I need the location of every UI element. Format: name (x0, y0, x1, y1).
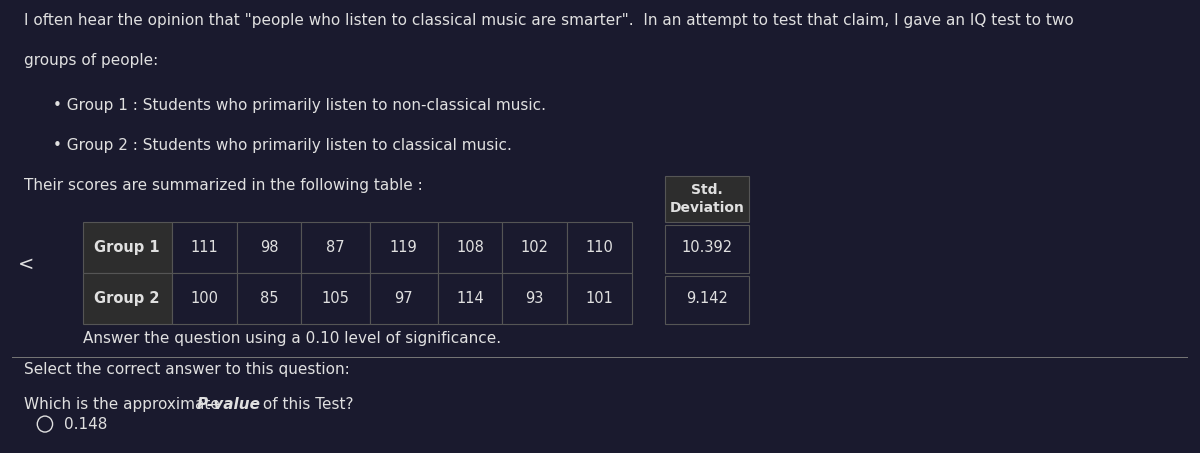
Text: 102: 102 (521, 240, 548, 255)
Text: 10.392: 10.392 (682, 240, 732, 255)
Text: P-value: P-value (197, 397, 260, 412)
FancyBboxPatch shape (503, 273, 568, 324)
Text: 119: 119 (390, 240, 418, 255)
Text: 93: 93 (526, 291, 544, 306)
Text: Group 2: Group 2 (95, 291, 160, 306)
Text: Which is the approximate: Which is the approximate (24, 397, 224, 412)
Text: 87: 87 (326, 240, 344, 255)
Text: 110: 110 (586, 240, 613, 255)
Text: 108: 108 (456, 240, 484, 255)
FancyBboxPatch shape (568, 222, 631, 273)
Text: • Group 1 : Students who primarily listen to non-classical music.: • Group 1 : Students who primarily liste… (53, 98, 546, 113)
FancyBboxPatch shape (236, 222, 301, 273)
Text: 85: 85 (259, 291, 278, 306)
Text: 101: 101 (586, 291, 613, 306)
FancyBboxPatch shape (568, 273, 631, 324)
Text: Select the correct answer to this question:: Select the correct answer to this questi… (24, 362, 349, 377)
Text: 0.148: 0.148 (64, 417, 107, 432)
FancyBboxPatch shape (438, 273, 503, 324)
Text: 97: 97 (395, 291, 413, 306)
Text: <: < (18, 255, 35, 274)
FancyBboxPatch shape (665, 225, 749, 273)
FancyBboxPatch shape (665, 176, 749, 222)
Text: 100: 100 (191, 291, 218, 306)
FancyBboxPatch shape (301, 273, 370, 324)
Text: of this Test?: of this Test? (258, 397, 353, 412)
FancyBboxPatch shape (236, 273, 301, 324)
FancyBboxPatch shape (503, 222, 568, 273)
Text: Std.
Deviation: Std. Deviation (670, 183, 744, 215)
Text: Their scores are summarized in the following table :: Their scores are summarized in the follo… (24, 178, 422, 193)
FancyBboxPatch shape (172, 273, 236, 324)
Text: Group 1: Group 1 (95, 240, 160, 255)
FancyBboxPatch shape (438, 222, 503, 273)
Text: 114: 114 (456, 291, 484, 306)
Text: 9.142: 9.142 (686, 291, 728, 306)
FancyBboxPatch shape (172, 222, 236, 273)
FancyBboxPatch shape (83, 222, 172, 273)
FancyBboxPatch shape (370, 222, 438, 273)
FancyBboxPatch shape (301, 222, 370, 273)
Text: Answer the question using a 0.10 level of significance.: Answer the question using a 0.10 level o… (83, 331, 500, 346)
Text: • Group 2 : Students who primarily listen to classical music.: • Group 2 : Students who primarily liste… (53, 138, 512, 153)
Text: I often hear the opinion that "people who listen to classical music are smarter": I often hear the opinion that "people wh… (24, 14, 1074, 29)
Text: 105: 105 (322, 291, 349, 306)
FancyBboxPatch shape (665, 276, 749, 324)
Text: 111: 111 (191, 240, 218, 255)
Text: 98: 98 (259, 240, 278, 255)
FancyBboxPatch shape (83, 273, 172, 324)
Text: groups of people:: groups of people: (24, 53, 158, 68)
FancyBboxPatch shape (370, 273, 438, 324)
